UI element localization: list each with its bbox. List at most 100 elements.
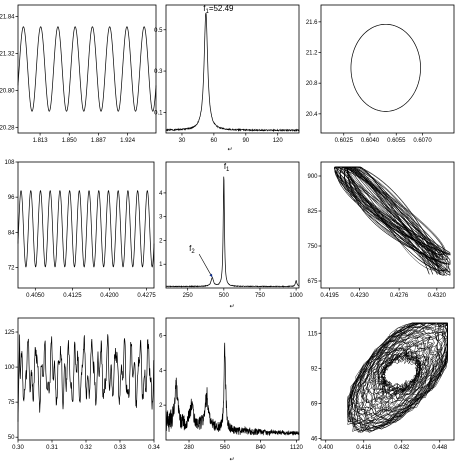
y-tick-label: 900 <box>307 174 318 180</box>
x-tick-label: 90 <box>242 138 249 144</box>
x-tick-label: 1000 <box>289 293 303 299</box>
x-tick-label: 1.850 <box>62 138 78 144</box>
x-tick-label: 0.4200 <box>100 293 119 299</box>
x-tick-label: 750 <box>255 293 266 299</box>
data-trace <box>165 12 300 133</box>
x-tick-label: 560 <box>220 445 231 451</box>
x-tick-label: 0.4195 <box>320 293 339 299</box>
annotation-arrowhead <box>209 273 213 278</box>
y-tick-label: 20.80 <box>0 88 15 94</box>
data-trace <box>17 26 157 112</box>
plot-frame <box>320 317 455 441</box>
x-tick-label: 1.813 <box>33 138 49 144</box>
y-tick-label: 0.5 <box>154 28 163 34</box>
y-tick-label: 75 <box>8 400 15 406</box>
y-tick-label: 20.4 <box>306 112 318 118</box>
x-tick-label: 0.30 <box>12 445 24 451</box>
y-tick-label: 0.1 <box>154 110 163 116</box>
y-tick-label: 825 <box>307 209 318 215</box>
row-separator-2: ↵ <box>229 304 234 310</box>
x-tick-label: 0.400 <box>318 445 334 451</box>
y-tick-label: 100 <box>4 365 15 371</box>
x-tick-label: 1.887 <box>91 138 107 144</box>
plot-frame <box>17 161 155 289</box>
panel-r1c3-phase-portrait: 0.6025 0.6040 0.6055 0.6070 20.4 20.8 21.2 21.6 <box>306 4 455 144</box>
panel-r3c2-spectrum: 280 560 840 1120 2 4 6 <box>159 317 304 451</box>
y-tick-label: 21.32 <box>0 51 15 57</box>
plot-frame <box>320 161 455 289</box>
y-tick-label: 92 <box>311 366 318 372</box>
data-trace <box>17 334 155 422</box>
data-trace <box>347 322 448 434</box>
panel-r3c1-time-series: 0.30 0.31 0.32 0.33 0.34 50 75 100 125 <box>4 317 160 451</box>
x-tick-label: 0.6070 <box>413 138 432 144</box>
y-tick-label: 96 <box>8 195 15 201</box>
x-tick-label: 250 <box>183 293 194 299</box>
x-tick-label: 0.448 <box>432 445 448 451</box>
x-tick-label: 280 <box>184 445 195 451</box>
data-trace <box>334 166 451 276</box>
x-tick-label: 1.924 <box>120 138 136 144</box>
data-trace <box>350 23 421 112</box>
x-tick-label: 500 <box>219 293 230 299</box>
y-tick-label: 84 <box>8 230 15 236</box>
data-trace <box>17 189 155 268</box>
panel-r1c2-spectrum: 30 60 90 120 0.1 0.3 0.5 f1=52.49 <box>154 4 300 144</box>
x-tick-label: 0.4050 <box>26 293 45 299</box>
y-tick-label: 2 <box>159 403 163 409</box>
x-tick-label: 0.4230 <box>350 293 369 299</box>
panel-r3c3-phase-portrait: 0.400 0.416 0.432 0.448 46 69 92 115 <box>308 317 455 451</box>
y-tick-label: 3 <box>159 215 163 221</box>
x-tick-label: 1120 <box>290 445 304 451</box>
plot-frame <box>165 317 300 441</box>
x-tick-label: 0.416 <box>356 445 372 451</box>
data-trace <box>165 342 300 436</box>
x-tick-label: 120 <box>273 138 284 144</box>
annotation-arrow <box>198 254 213 278</box>
x-tick-label: 0.6040 <box>361 138 380 144</box>
y-tick-label: 4 <box>159 368 163 374</box>
plot-frame <box>165 161 300 289</box>
y-tick-label: 20.28 <box>0 125 15 131</box>
x-tick-label: 0.6025 <box>335 138 354 144</box>
plot-frame <box>17 4 157 134</box>
panel-r2c1-time-series: 0.4050 0.4125 0.4200 0.4275 72 84 96 108 <box>4 160 156 299</box>
row-separator-1: ↵ <box>227 147 232 153</box>
y-tick-label: 1 <box>159 262 163 268</box>
x-tick-label: 840 <box>256 445 267 451</box>
y-tick-label: 72 <box>8 265 15 271</box>
x-tick-label: 0.4276 <box>390 293 409 299</box>
y-tick-label: 69 <box>311 401 318 407</box>
y-tick-label: 6 <box>159 333 163 339</box>
x-tick-label: 0.4125 <box>63 293 82 299</box>
x-tick-label: 0.32 <box>80 445 92 451</box>
y-tick-label: 675 <box>307 279 318 285</box>
x-tick-label: 0.4275 <box>137 293 156 299</box>
plot-frame <box>165 4 300 134</box>
panel-r2c2-spectrum: 250 500 750 1000 1 2 3 4 f1 f2 <box>159 161 303 299</box>
panel-r1c1-time-series: 1.813 1.850 1.887 1.924 20.28 20.80 21.32 21.84 <box>0 4 157 144</box>
peak-label-f2: f2 <box>189 244 195 255</box>
peak-label-f1: f1 <box>224 162 230 173</box>
y-tick-label: 21.6 <box>306 20 318 26</box>
data-trace <box>165 176 300 288</box>
x-tick-label: 30 <box>179 138 186 144</box>
y-tick-label: 115 <box>308 331 318 337</box>
panel-r2c3-phase-portrait: 0.4195 0.4230 0.4276 0.4320 675 750 825 900 <box>307 161 455 299</box>
x-tick-label: 60 <box>211 138 218 144</box>
y-tick-label: 2 <box>159 238 163 244</box>
x-tick-label: 0.34 <box>148 445 160 451</box>
row-separator-3: ↵ <box>229 457 234 462</box>
y-tick-label: 125 <box>4 330 15 336</box>
y-tick-label: 108 <box>4 160 15 166</box>
plot-frame <box>320 4 455 134</box>
y-tick-label: 21.84 <box>0 14 15 20</box>
x-tick-label: 0.432 <box>394 445 410 451</box>
x-tick-label: 0.31 <box>46 445 58 451</box>
y-tick-label: 20.8 <box>306 81 318 87</box>
y-tick-label: 21.2 <box>306 51 318 57</box>
y-tick-label: 750 <box>307 244 318 250</box>
x-tick-label: 0.6055 <box>387 138 406 144</box>
y-tick-label: 0.3 <box>154 69 163 75</box>
